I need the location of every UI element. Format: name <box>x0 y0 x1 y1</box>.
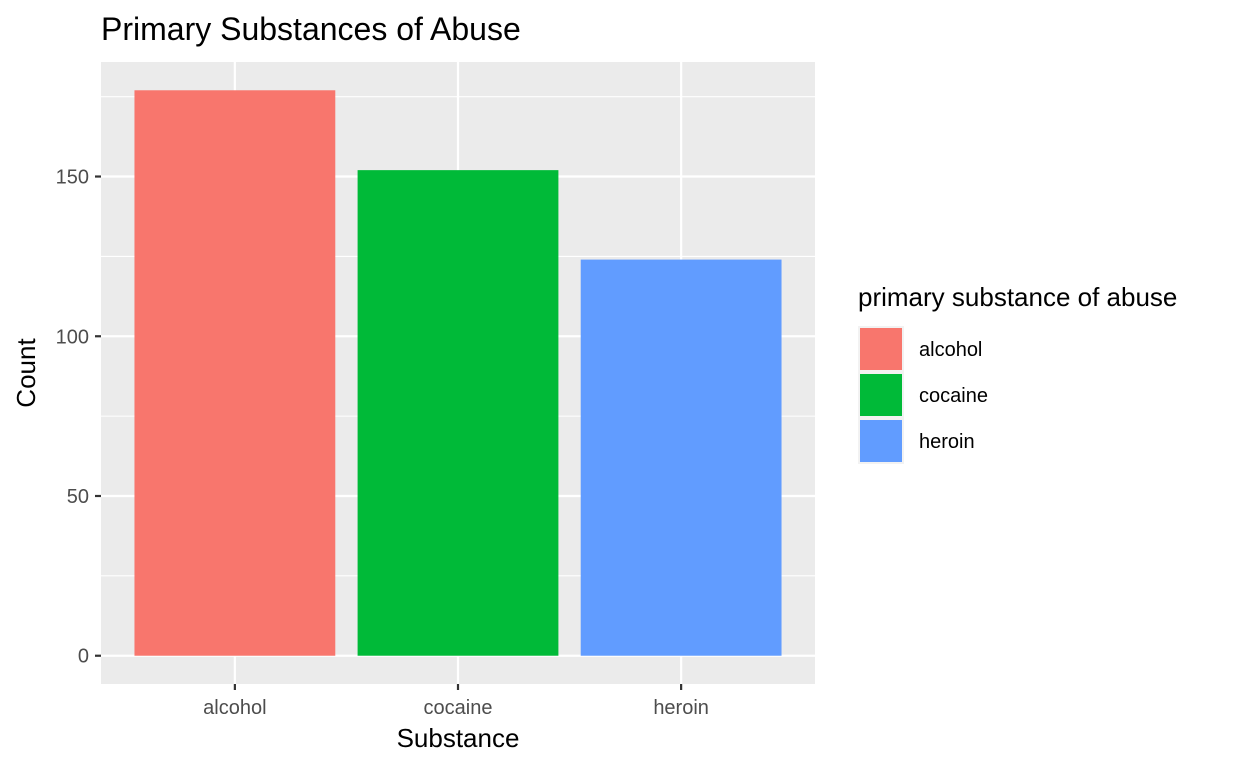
bar-heroin <box>580 259 782 656</box>
legend-label: heroin <box>919 431 975 453</box>
bar-cocaine <box>357 170 559 656</box>
legend-swatch-cocaine <box>860 374 902 416</box>
legend-swatch-alcohol <box>860 328 902 370</box>
y-tick-label: 50 <box>67 486 89 508</box>
bars <box>134 90 782 656</box>
x-tick-label: alcohol <box>203 697 266 719</box>
legend-swatch-heroin <box>860 420 902 462</box>
legend-label: alcohol <box>919 339 982 361</box>
bar-alcohol <box>134 90 336 656</box>
x-axis-title: Substance <box>397 723 520 753</box>
y-axis-title: Count <box>11 338 41 408</box>
x-axis: alcohol cocaine heroin <box>203 684 709 719</box>
chart-title: Primary Substances of Abuse <box>101 11 521 47</box>
y-tick-label: 150 <box>56 167 89 189</box>
legend-items: alcohol cocaine heroin <box>858 326 988 464</box>
x-tick-label: cocaine <box>424 697 493 719</box>
y-tick-label: 100 <box>56 326 89 348</box>
legend-title: primary substance of abuse <box>858 282 1177 312</box>
y-axis: 0 50 100 150 <box>56 167 101 668</box>
legend: primary substance of abuse alcohol cocain… <box>858 282 1177 464</box>
x-tick-label: heroin <box>653 697 709 719</box>
legend-label: cocaine <box>919 385 988 407</box>
y-tick-label: 0 <box>78 646 89 668</box>
